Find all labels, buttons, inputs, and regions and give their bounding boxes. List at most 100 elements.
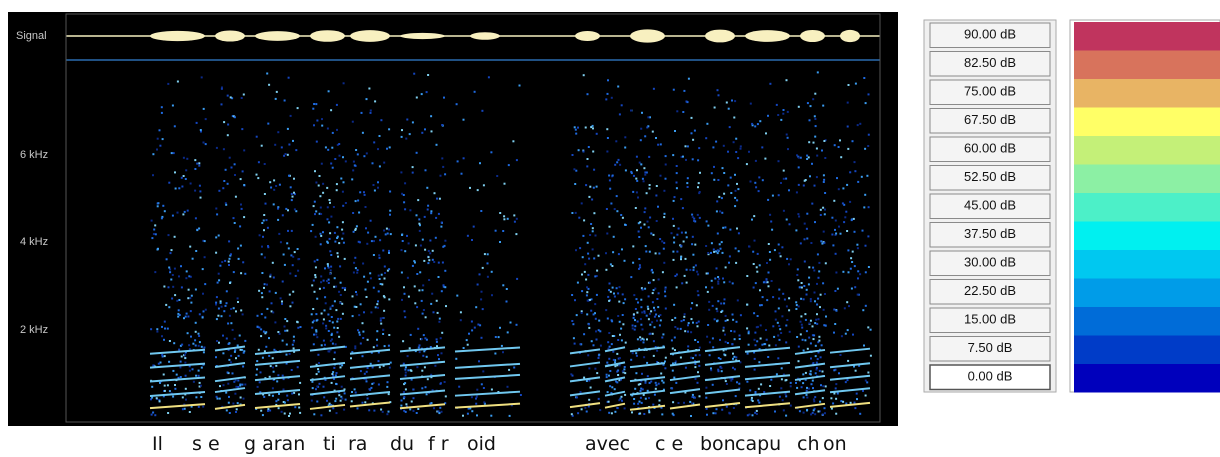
color-swatch: [1074, 164, 1220, 193]
spectrogram-pixel: [761, 343, 764, 346]
spectrogram-pixel: [653, 315, 656, 318]
spectrogram-pixel: [722, 349, 725, 352]
spectrogram-pixel: [835, 383, 838, 386]
spectrogram-pixel: [268, 375, 271, 378]
spectrogram-pixel: [580, 312, 583, 314]
spectrogram-pixel: [225, 203, 228, 206]
spectrogram-pixel: [585, 294, 588, 297]
spectrogram-pixel: [835, 271, 838, 274]
spectrogram-pixel: [159, 144, 162, 147]
spectrogram-pixel: [850, 287, 853, 290]
spectrogram-pixel: [664, 286, 667, 289]
spectrogram-pixel: [280, 146, 283, 149]
spectrogram-pixel: [797, 156, 800, 159]
spectrogram-pixel: [733, 338, 736, 341]
spectrogram-pixel: [770, 220, 773, 223]
spectrogram-pixel: [670, 339, 673, 342]
spectrogram-pixel: [481, 266, 484, 269]
spectrogram-pixel: [381, 410, 384, 413]
spectrogram-pixel: [646, 305, 649, 308]
spectrogram-pixel: [778, 297, 781, 300]
spectrogram-pixel: [403, 201, 406, 204]
spectrogram-pixel: [289, 114, 292, 117]
spectrogram-pixel: [515, 217, 518, 220]
spectrogram-pixel: [486, 275, 489, 278]
spectrogram-pixel: [761, 296, 764, 299]
spectrogram-pixel: [275, 185, 278, 187]
spectrogram-pixel: [365, 227, 367, 230]
spectrogram-pixel: [441, 261, 444, 264]
spectrogram-pixel: [333, 351, 336, 354]
spectrogram-pixel: [363, 193, 366, 196]
spectrogram-pixel: [674, 130, 676, 132]
waveform: [150, 29, 860, 43]
spectrogram-pixel: [267, 408, 270, 411]
spectrogram-pixel: [324, 296, 327, 299]
spectrogram-pixel: [693, 129, 696, 132]
spectrogram-pixel: [664, 367, 667, 370]
spectrogram-pixel: [837, 188, 840, 191]
transcript-word: Il: [152, 433, 163, 455]
spectrogram-pixel: [168, 181, 171, 184]
spectrogram-pixel: [378, 278, 381, 280]
spectrogram-pixel: [265, 331, 268, 334]
spectrogram-pixel: [326, 280, 328, 282]
spectrogram-pixel: [297, 269, 300, 272]
spectrogram-pixel: [418, 229, 421, 232]
spectrogram-pixel: [161, 355, 164, 358]
spectrogram-pixel: [506, 385, 509, 388]
spectrogram-pixel: [204, 143, 207, 146]
spectrogram-pixel: [342, 232, 345, 235]
spectrogram-pixel: [784, 392, 787, 395]
spectrogram-pixel: [370, 351, 373, 354]
spectrogram-pixel: [179, 376, 182, 378]
spectrogram-pixel: [266, 283, 268, 286]
spectrogram-pixel: [297, 326, 300, 329]
spectrogram-pixel: [236, 402, 239, 405]
spectrogram-pixel: [808, 141, 811, 144]
spectrogram-pixel: [365, 152, 368, 155]
spectrogram-pixel: [163, 355, 166, 358]
spectrogram-pixel: [382, 333, 385, 335]
spectrogram-pixel: [731, 343, 734, 346]
spectrogram-pixel: [420, 338, 423, 341]
spectrogram-pixel: [358, 331, 361, 334]
spectrogram-pixel: [444, 239, 447, 242]
spectrogram-pixel: [330, 316, 333, 318]
spectrogram-pixel: [421, 131, 424, 134]
spectrogram-pixel: [190, 301, 193, 304]
spectrogram-pixel: [717, 280, 720, 283]
spectrogram-pixel: [686, 182, 689, 185]
spectrogram-pixel: [195, 374, 198, 377]
spectrogram-pixel: [194, 159, 197, 162]
spectrogram-pixel: [672, 401, 675, 404]
spectrogram-pixel: [161, 325, 163, 328]
spectrogram-pixel: [639, 396, 642, 399]
spectrogram-pixel: [802, 184, 805, 187]
spectrogram-pixel: [768, 344, 771, 347]
spectrogram-pixel: [645, 192, 648, 195]
color-swatch: [1074, 250, 1220, 279]
spectrogram-pixel: [217, 234, 220, 237]
spectrogram-pixel: [235, 411, 237, 413]
spectrogram-pixel: [436, 311, 439, 314]
spectrogram-pixel: [594, 317, 597, 320]
spectrogram-pixel: [803, 285, 806, 287]
spectrogram-pixel: [216, 281, 219, 284]
harmonic: [704, 375, 741, 382]
harmonic: [254, 375, 301, 382]
spectrogram-pixel: [173, 125, 176, 128]
spectrogram-pixel: [363, 191, 365, 194]
spectrogram-pixel: [271, 387, 274, 390]
harmonic: [829, 401, 871, 408]
spectrogram-pixel: [597, 357, 600, 359]
spectrogram-pixel: [261, 222, 264, 224]
spectrogram-pixel: [510, 404, 513, 407]
spectrogram-pixel: [685, 158, 687, 161]
spectrogram-pixel: [263, 193, 266, 195]
spectrogram-pixel: [638, 161, 641, 164]
spectrogram-pixel: [782, 177, 785, 180]
spectrogram-pixel: [387, 410, 390, 413]
spectrogram-pixel: [150, 398, 152, 401]
spectrogram-pixel: [808, 276, 811, 279]
